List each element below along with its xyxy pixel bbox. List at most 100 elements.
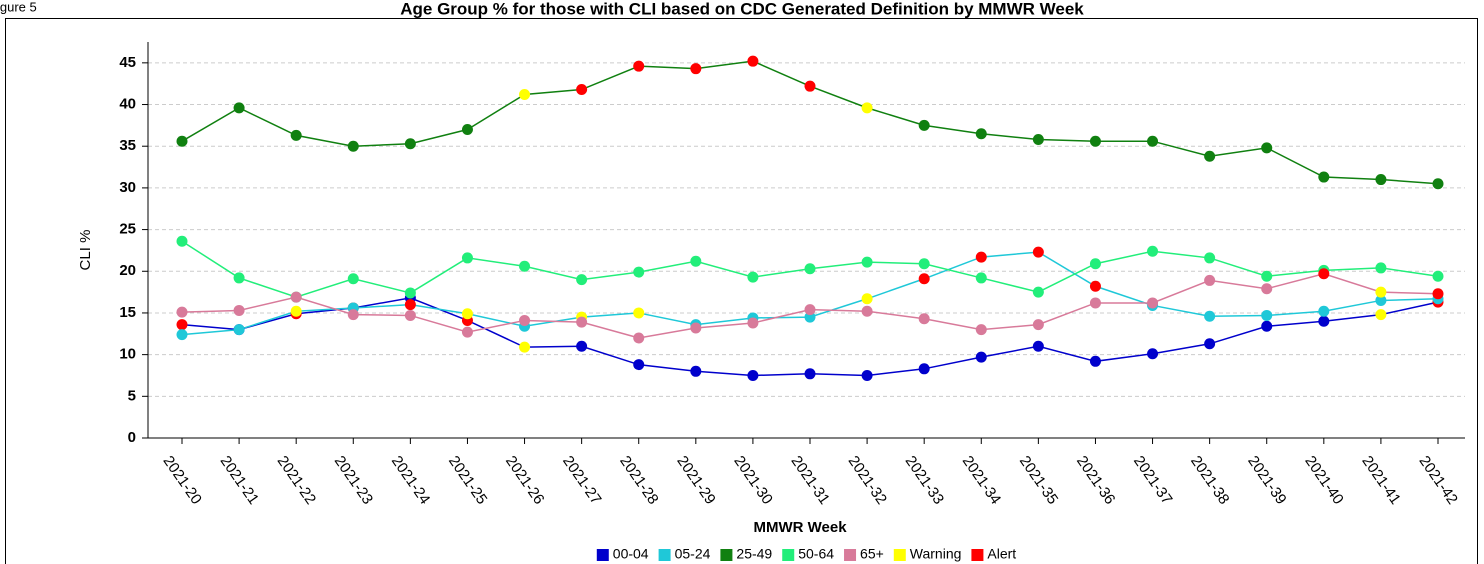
data-point (633, 266, 645, 278)
data-point (576, 274, 588, 286)
legend-label: 50-64 (798, 546, 834, 562)
data-point (861, 102, 873, 114)
legend-label: 05-24 (675, 546, 711, 562)
legend-swatch (596, 549, 609, 561)
data-point (576, 84, 588, 96)
x-tick-label: 2021-20 (159, 453, 205, 508)
data-point (975, 251, 987, 263)
data-point (1261, 309, 1273, 321)
x-tick-label: 2021-30 (730, 453, 776, 508)
data-point (918, 258, 930, 270)
data-point (576, 316, 588, 328)
data-point (1432, 178, 1444, 190)
data-point (1318, 315, 1330, 327)
data-point (1032, 340, 1044, 352)
data-point (1261, 142, 1273, 154)
legend-swatch (844, 549, 857, 561)
y-tick-label: 5 (128, 387, 136, 404)
y-tick-label: 15 (119, 304, 136, 321)
data-point (1375, 309, 1387, 321)
x-tick-label: 2021-37 (1130, 453, 1176, 508)
x-tick-label: 2021-25 (445, 453, 491, 508)
data-point (1089, 280, 1101, 292)
x-tick-label: 2021-31 (787, 453, 833, 508)
data-point (176, 319, 188, 331)
data-point (975, 351, 987, 363)
data-point (804, 304, 816, 316)
legend-swatch (658, 549, 671, 561)
data-point (690, 255, 702, 267)
x-axis-label: MMWR Week (753, 519, 847, 536)
data-point (519, 260, 531, 272)
data-point (1032, 134, 1044, 146)
legend-label: Alert (987, 546, 1016, 562)
legend-swatch (893, 549, 906, 561)
data-point (404, 299, 416, 311)
chart-title: Age Group % for those with CLI based on … (400, 0, 1084, 18)
data-point (918, 119, 930, 131)
data-point (1032, 319, 1044, 331)
chart-frame (5, 18, 1478, 564)
y-tick-label: 20 (119, 262, 136, 279)
data-point (461, 252, 473, 264)
data-point (1032, 246, 1044, 258)
legend-label: Warning (910, 546, 962, 562)
data-point (1089, 355, 1101, 367)
legend-swatch (782, 549, 795, 561)
data-point (576, 340, 588, 352)
data-point (233, 324, 245, 336)
data-point (804, 263, 816, 275)
x-tick-label: 2021-22 (274, 453, 320, 508)
data-point (1204, 338, 1216, 350)
data-point (690, 365, 702, 377)
data-point (1261, 283, 1273, 295)
data-point (404, 309, 416, 321)
figure-label: igure 5 (0, 0, 37, 14)
data-point (633, 359, 645, 371)
x-tick-label: 2021-23 (331, 453, 377, 508)
y-tick-label: 25 (119, 221, 136, 238)
data-point (918, 273, 930, 285)
data-point (918, 313, 930, 325)
data-point (290, 291, 302, 303)
data-point (1032, 286, 1044, 298)
data-point (1375, 294, 1387, 306)
x-tick-label: 2021-42 (1415, 453, 1461, 508)
data-point (861, 305, 873, 317)
data-point (1432, 288, 1444, 300)
x-tick-label: 2021-39 (1244, 453, 1290, 508)
data-point (404, 138, 416, 150)
data-point (176, 329, 188, 341)
x-tick-label: 2021-41 (1358, 453, 1404, 508)
legend-swatch (720, 549, 733, 561)
data-point (975, 272, 987, 284)
legend: 00-04 05-24 25-49 50-64 65+ Warning Alert (596, 546, 1016, 562)
data-point (1204, 150, 1216, 162)
x-tick-label: 2021-29 (673, 453, 719, 508)
data-point (176, 135, 188, 147)
y-axis-label: CLI % (77, 230, 94, 271)
legend-label: 65+ (860, 546, 884, 562)
data-point (233, 304, 245, 316)
data-point (1089, 135, 1101, 147)
x-tick-label: 2021-24 (388, 453, 434, 508)
data-point (1318, 268, 1330, 280)
data-point (1432, 270, 1444, 282)
data-point (861, 369, 873, 381)
data-point (461, 308, 473, 320)
data-point (1147, 348, 1159, 360)
y-tick-label: 45 (119, 54, 136, 71)
data-point (290, 305, 302, 317)
data-point (1261, 320, 1273, 332)
data-point (1204, 252, 1216, 264)
x-tick-label: 2021-27 (559, 453, 605, 508)
data-point (747, 271, 759, 283)
data-point (804, 80, 816, 92)
data-point (461, 124, 473, 136)
x-tick-label: 2021-34 (959, 453, 1005, 508)
data-point (747, 317, 759, 329)
y-tick-label: 40 (119, 95, 136, 112)
data-point (461, 326, 473, 338)
data-point (233, 102, 245, 114)
